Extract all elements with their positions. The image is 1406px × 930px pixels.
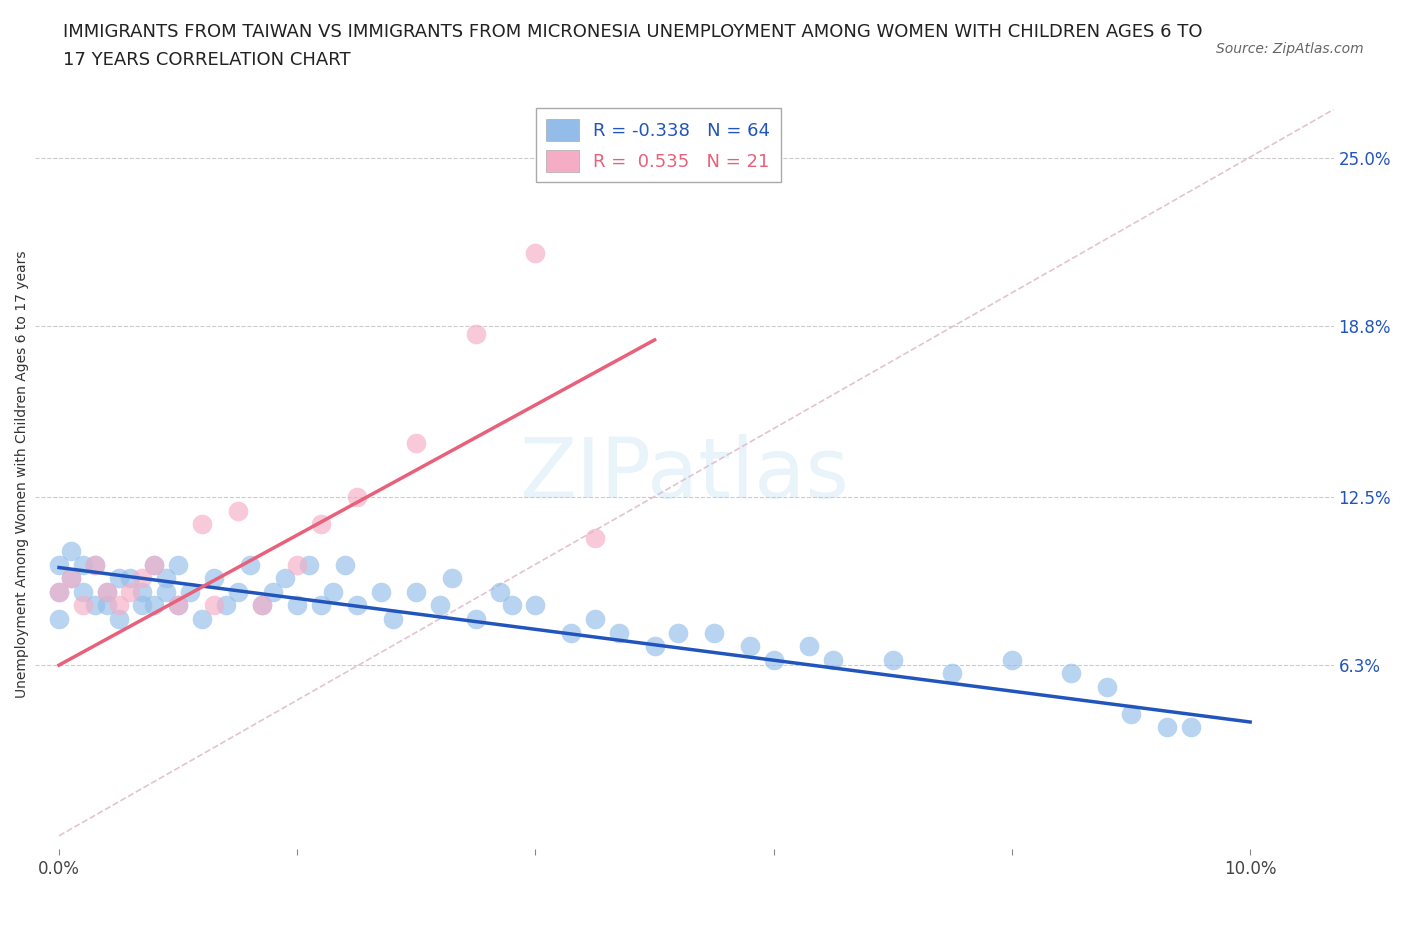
Point — [668, 625, 690, 640]
Point — [167, 598, 190, 613]
Point — [48, 557, 70, 572]
Point — [143, 557, 166, 572]
Point — [226, 584, 249, 599]
Text: ZIPatlas: ZIPatlas — [519, 433, 849, 514]
Point — [107, 612, 129, 627]
Point — [215, 598, 238, 613]
Point — [83, 598, 105, 613]
Text: 17 YEARS CORRELATION CHART: 17 YEARS CORRELATION CHART — [63, 51, 352, 69]
Point — [239, 557, 262, 572]
Point — [191, 612, 214, 627]
Point — [131, 571, 153, 586]
Point — [59, 571, 82, 586]
Point — [1180, 720, 1202, 735]
Point — [583, 530, 606, 545]
Point — [381, 612, 404, 627]
Point — [703, 625, 725, 640]
Point — [262, 584, 284, 599]
Point — [464, 612, 486, 627]
Point — [96, 584, 118, 599]
Point — [285, 598, 308, 613]
Point — [1001, 652, 1024, 667]
Point — [96, 598, 118, 613]
Text: IMMIGRANTS FROM TAIWAN VS IMMIGRANTS FROM MICRONESIA UNEMPLOYMENT AMONG WOMEN WI: IMMIGRANTS FROM TAIWAN VS IMMIGRANTS FRO… — [63, 23, 1202, 41]
Legend: R = -0.338   N = 64, R =  0.535   N = 21: R = -0.338 N = 64, R = 0.535 N = 21 — [536, 108, 782, 182]
Point — [59, 571, 82, 586]
Point — [441, 571, 464, 586]
Point — [941, 666, 963, 681]
Point — [131, 584, 153, 599]
Point — [1156, 720, 1178, 735]
Point — [501, 598, 523, 613]
Point — [799, 639, 821, 654]
Point — [346, 598, 368, 613]
Point — [120, 571, 142, 586]
Point — [72, 557, 94, 572]
Point — [524, 246, 547, 260]
Point — [48, 612, 70, 627]
Point — [167, 598, 190, 613]
Point — [524, 598, 547, 613]
Point — [179, 584, 201, 599]
Point — [202, 598, 225, 613]
Point — [298, 557, 321, 572]
Point — [167, 557, 190, 572]
Point — [107, 598, 129, 613]
Text: Source: ZipAtlas.com: Source: ZipAtlas.com — [1216, 42, 1364, 56]
Point — [83, 557, 105, 572]
Point — [48, 584, 70, 599]
Point — [346, 489, 368, 504]
Point — [607, 625, 630, 640]
Point — [274, 571, 297, 586]
Point — [155, 571, 177, 586]
Point — [143, 598, 166, 613]
Point — [83, 557, 105, 572]
Point — [762, 652, 785, 667]
Point — [72, 584, 94, 599]
Point — [405, 584, 427, 599]
Point — [72, 598, 94, 613]
Point — [1119, 707, 1142, 722]
Point — [1060, 666, 1083, 681]
Point — [143, 557, 166, 572]
Point — [429, 598, 451, 613]
Point — [464, 327, 486, 342]
Y-axis label: Unemployment Among Women with Children Ages 6 to 17 years: Unemployment Among Women with Children A… — [15, 250, 30, 698]
Point — [1095, 679, 1118, 694]
Point — [285, 557, 308, 572]
Point — [59, 544, 82, 559]
Point — [250, 598, 273, 613]
Point — [96, 584, 118, 599]
Point — [155, 584, 177, 599]
Point — [309, 517, 332, 532]
Point — [333, 557, 356, 572]
Point — [370, 584, 392, 599]
Point — [309, 598, 332, 613]
Point — [131, 598, 153, 613]
Point — [405, 435, 427, 450]
Point — [191, 517, 214, 532]
Point — [107, 571, 129, 586]
Point — [48, 584, 70, 599]
Point — [202, 571, 225, 586]
Point — [823, 652, 845, 667]
Point — [560, 625, 582, 640]
Point — [488, 584, 510, 599]
Point — [882, 652, 904, 667]
Point — [250, 598, 273, 613]
Point — [226, 503, 249, 518]
Point — [583, 612, 606, 627]
Point — [322, 584, 344, 599]
Point — [738, 639, 761, 654]
Point — [644, 639, 666, 654]
Point — [120, 584, 142, 599]
